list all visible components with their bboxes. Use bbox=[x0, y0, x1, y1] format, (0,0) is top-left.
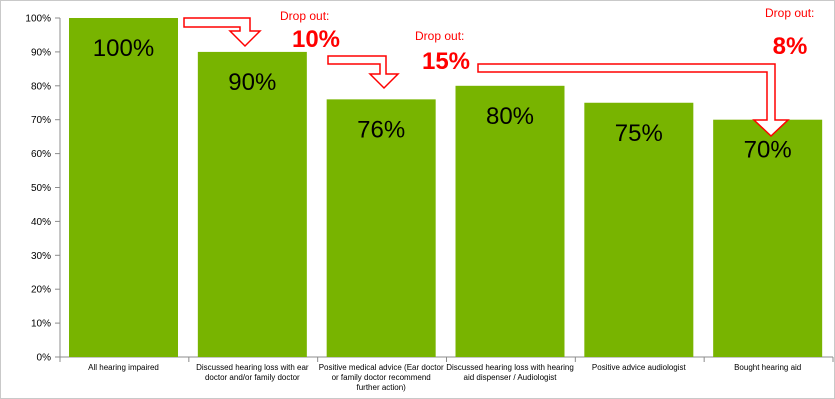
x-tick-label: Bought hearing aid bbox=[734, 363, 801, 372]
x-tick-label: All hearing impaired bbox=[88, 363, 159, 372]
dropout-value: 10% bbox=[292, 26, 340, 53]
bar-value-label: 76% bbox=[357, 116, 405, 143]
bar bbox=[455, 85, 565, 358]
bar-value-label: 70% bbox=[744, 137, 792, 164]
dropout-arrow-2 bbox=[327, 55, 400, 90]
dropout-label: Drop out: bbox=[280, 9, 329, 23]
bar-value-label: 80% bbox=[486, 103, 534, 130]
bar bbox=[584, 102, 694, 357]
bar-value-label: 100% bbox=[93, 35, 154, 62]
x-tick-label: Discussed hearing loss with ear doctor an… bbox=[196, 363, 309, 382]
bar bbox=[326, 99, 436, 358]
bar bbox=[69, 18, 178, 357]
bar-value-label: 75% bbox=[615, 120, 663, 147]
y-tick-label: 60% bbox=[31, 149, 51, 160]
y-tick-label: 40% bbox=[31, 217, 51, 228]
y-tick-label: 80% bbox=[31, 81, 51, 92]
y-tick-label: 20% bbox=[31, 285, 51, 296]
x-tick-label: Discussed hearing loss with hearing aid d… bbox=[446, 363, 574, 382]
y-tick-label: 100% bbox=[25, 14, 51, 25]
y-tick-label: 70% bbox=[31, 115, 51, 126]
bar bbox=[713, 119, 823, 357]
dropout-arrow-1 bbox=[183, 17, 262, 48]
x-tick-label: Positive medical advice (Ear doctor or fa… bbox=[319, 363, 444, 392]
dropout-label: Drop out: bbox=[765, 6, 814, 20]
y-tick-label: 30% bbox=[31, 251, 51, 262]
x-tick-label: Positive advice audiologist bbox=[592, 363, 687, 372]
dropout-label: Drop out: bbox=[415, 29, 464, 43]
y-tick-label: 50% bbox=[31, 183, 51, 194]
dropout-arrow-3 bbox=[477, 63, 790, 138]
dropout-value: 8% bbox=[773, 33, 808, 60]
dropout-value: 15% bbox=[422, 48, 470, 75]
bar-value-label: 90% bbox=[228, 69, 276, 96]
y-tick-label: 90% bbox=[31, 47, 51, 58]
y-tick-label: 0% bbox=[37, 353, 52, 364]
y-tick-label: 10% bbox=[31, 319, 51, 330]
bar bbox=[197, 51, 307, 358]
